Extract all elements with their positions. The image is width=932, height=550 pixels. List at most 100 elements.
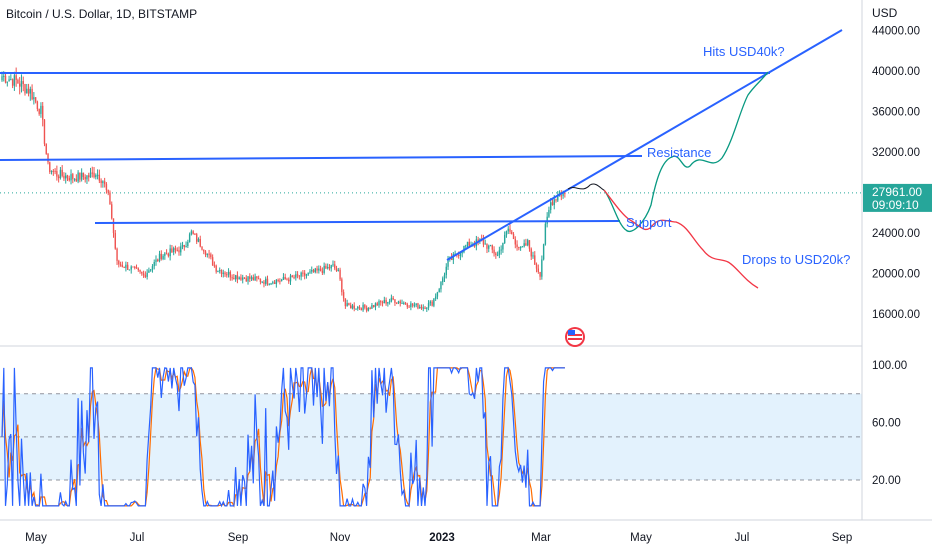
candle-body (550, 202, 552, 211)
candle-body (15, 75, 17, 80)
candle-body (511, 231, 513, 235)
candle-body (303, 272, 306, 276)
candle-body (192, 231, 194, 234)
stochastic-k-line (1, 367, 565, 508)
resistance-annotation: Resistance (647, 145, 711, 160)
candle-body (130, 266, 132, 270)
candle-body (47, 153, 49, 163)
candle-body (13, 75, 16, 86)
candle-body (220, 270, 223, 274)
candle-body (309, 271, 311, 273)
candle-body (171, 248, 173, 253)
hits-40k-annotation: Hits USD40k? (703, 44, 785, 59)
candle-body (52, 170, 55, 172)
candle-body (243, 277, 246, 279)
candle-body (495, 253, 497, 255)
time-tick: Mar (531, 532, 551, 544)
candle-body (268, 284, 270, 286)
candle-body (326, 267, 329, 269)
candle-body (311, 270, 313, 272)
candle-body (169, 248, 171, 257)
candle-body (360, 308, 363, 311)
candle-body (95, 175, 97, 178)
candle-body (222, 272, 224, 274)
price-tick: 16000.00 (872, 309, 920, 321)
candle-body (84, 176, 86, 180)
candle-body (257, 278, 260, 280)
candle-body (422, 307, 424, 309)
time-tick: May (630, 532, 652, 544)
stochastic-tick: 100.00 (872, 360, 907, 372)
candle-body (328, 267, 331, 269)
candle-body (277, 279, 279, 281)
candle-body (537, 268, 540, 272)
candle-body (153, 261, 155, 267)
candle-body (34, 97, 37, 102)
time-axis[interactable]: May Jul Sep Nov 2023 Mar May Jul Sep (25, 532, 852, 544)
candle-body (454, 253, 456, 255)
candle-body (440, 282, 442, 290)
candle-body (172, 248, 175, 253)
candle-body (390, 297, 393, 302)
candle-body (486, 243, 488, 249)
candle-body (20, 81, 23, 87)
candle-body (100, 180, 102, 184)
candle-body (332, 264, 334, 266)
candle-body (215, 265, 217, 272)
candle-body (125, 264, 127, 268)
candle-body (346, 303, 348, 307)
stochastic-tick: 60.00 (872, 418, 901, 430)
candle-body (11, 79, 14, 86)
candle-body (289, 275, 292, 282)
candle-body (123, 267, 125, 269)
candle-body (482, 239, 485, 245)
candle-body (420, 306, 423, 309)
drawings-layer[interactable]: Hits USD40k? Resistance Support Drops to US… (0, 29, 850, 289)
time-tick: Jul (735, 532, 750, 544)
projection-start-path (567, 183, 605, 191)
price-tick: 44000.00 (872, 26, 920, 38)
candle-body (259, 279, 262, 282)
candle-body (227, 271, 230, 275)
candle-body (88, 175, 90, 178)
candle-body (149, 269, 152, 271)
current-price-badge (863, 183, 932, 212)
candle-body (65, 175, 67, 179)
candle-body (96, 174, 99, 176)
time-tick: 2023 (429, 532, 455, 544)
candle-body (399, 301, 401, 304)
candle-body (426, 307, 428, 309)
candle-body (519, 246, 522, 249)
candle-body (213, 265, 216, 267)
candle-body (118, 260, 120, 265)
candle-body (457, 254, 460, 256)
candle-body (236, 275, 239, 280)
candle-body (461, 252, 463, 254)
candle-body (295, 274, 297, 278)
candle-body (498, 250, 501, 255)
candle-body (450, 257, 453, 261)
candle-body (419, 306, 421, 309)
candle-body (82, 172, 85, 177)
candle-body (188, 234, 191, 242)
candle-body (286, 279, 288, 281)
candle-body (305, 274, 308, 276)
us-flag-icon[interactable] (565, 327, 585, 347)
support-line (94, 220, 621, 224)
candle-body (109, 192, 111, 205)
candle-body (496, 254, 499, 256)
candle-body (376, 303, 378, 306)
candle-body (447, 259, 449, 267)
candle-body (4, 75, 7, 83)
price-axis[interactable]: 44000.0040000.0036000.0032000.0028000.00… (872, 26, 920, 322)
candle-body (245, 278, 247, 282)
candle-body (194, 233, 196, 235)
candle-body (206, 253, 209, 255)
candle-body (275, 279, 278, 285)
candle-body (137, 268, 139, 270)
candle-body (555, 199, 557, 201)
candle-body (530, 248, 532, 257)
candle-body (387, 302, 389, 304)
candle-body (316, 268, 318, 271)
